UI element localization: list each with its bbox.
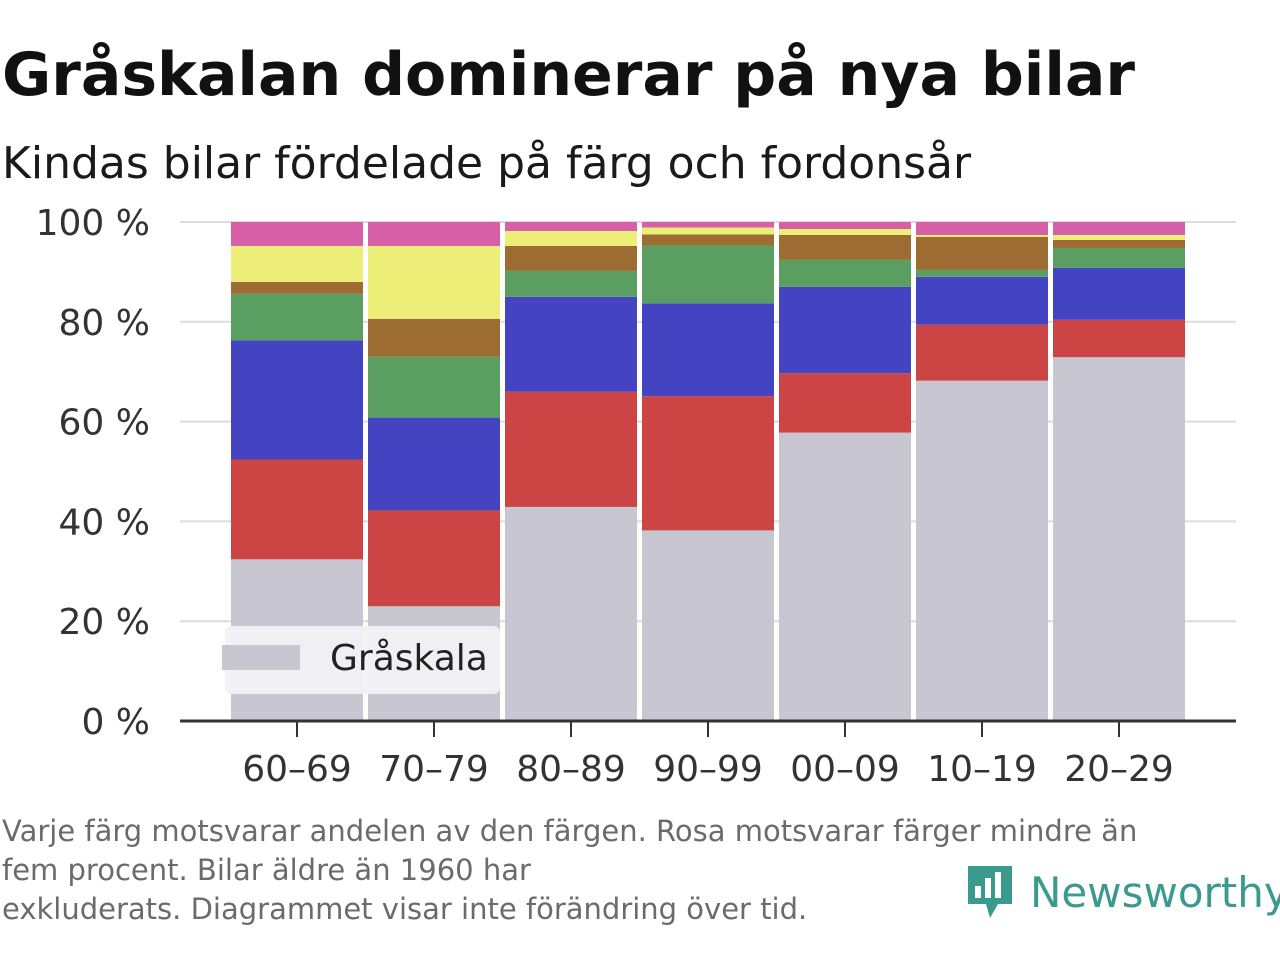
newsworthy-logo-icon	[968, 866, 1012, 918]
bar-segment	[779, 373, 911, 433]
bar-segment	[505, 296, 637, 392]
bar-segment	[505, 230, 637, 246]
bar-segment	[642, 227, 774, 235]
bar-segment	[505, 391, 637, 507]
bar-segment	[916, 276, 1048, 325]
footnote-line-1: Varje färg motsvarar andelen av den färg…	[2, 814, 1138, 848]
bar-segment	[231, 340, 363, 460]
bar-segment	[368, 417, 500, 511]
bar-segment	[779, 286, 911, 374]
bar-segment	[1053, 222, 1185, 235]
y-tick-label: 20 %	[59, 602, 150, 643]
x-tick-label: 70–79	[379, 749, 489, 790]
bar-segment	[779, 259, 911, 287]
bar-segment	[779, 228, 911, 235]
legend: Gråskala	[222, 626, 500, 694]
bar-segment	[642, 396, 774, 531]
bar-segment	[368, 318, 500, 357]
x-tick-label: 90–99	[653, 749, 763, 790]
bar-segment	[368, 510, 500, 607]
bar-segment	[231, 222, 363, 246]
bar-segment	[231, 281, 363, 294]
bar-segment	[1053, 234, 1185, 240]
x-tick-label: 20–29	[1064, 749, 1174, 790]
footnote-line-3: exkluderats. Diagrammet visar inte förän…	[2, 892, 808, 926]
chart-subtitle: Kindas bilar fördelade på färg och fordo…	[2, 138, 972, 189]
bar-segment	[642, 222, 774, 228]
bar-segment	[642, 303, 774, 397]
y-tick-label: 40 %	[59, 502, 150, 543]
bar-segment	[916, 324, 1048, 381]
bar-segment	[1053, 239, 1185, 248]
brand-name: Newsworthy	[1030, 867, 1280, 917]
bar-segment	[368, 245, 500, 319]
legend-swatch-graskala	[222, 645, 300, 670]
bar-segment	[916, 236, 1048, 270]
bar-segment	[1053, 319, 1185, 358]
bar-segment	[779, 234, 911, 260]
legend-box	[225, 626, 500, 694]
bar-segment	[779, 432, 911, 721]
bar-segment	[1053, 247, 1185, 268]
x-tick-label: 60–69	[242, 749, 352, 790]
bar-segment	[1053, 357, 1185, 721]
y-axis-tick-labels: 0 % 20 % 40 % 60 % 80 % 100 %	[36, 203, 150, 743]
chart-title: Gråskalan dominerar på nya bilar	[2, 40, 1135, 110]
bar-segment	[916, 269, 1048, 277]
bar-segment	[916, 234, 1048, 237]
bar-segment	[231, 245, 363, 282]
footnote: Varje färg motsvarar andelen av den färg…	[2, 812, 1252, 929]
footnote-line-2: fem procent. Bilar äldre än 1960 har	[2, 853, 531, 887]
bar-segment	[642, 245, 774, 304]
bar-segment	[505, 222, 637, 231]
stacked-bar-chart: 0 % 20 % 40 % 60 % 80 % 100 % 60–69 70–79 80–89…	[36, 203, 1236, 790]
y-tick-label: 80 %	[59, 303, 150, 344]
bar-segment	[368, 222, 500, 246]
bar-segment	[916, 222, 1048, 235]
y-tick-label: 100 %	[36, 203, 150, 244]
bar-segment	[642, 234, 774, 246]
bar-segment	[505, 506, 637, 721]
bar-segment	[505, 245, 637, 271]
bar-segment	[231, 459, 363, 560]
y-tick-label: 0 %	[81, 702, 150, 743]
bar-segment	[505, 270, 637, 297]
brand-logo: Newsworthy	[964, 862, 1280, 922]
bar-segment	[231, 293, 363, 341]
legend-label-graskala: Gråskala	[330, 638, 488, 679]
y-tick-label: 60 %	[59, 403, 150, 444]
bar-segment	[642, 530, 774, 721]
bar-segment	[779, 222, 911, 229]
bar-segment	[1053, 267, 1185, 320]
x-tick-label: 80–89	[516, 749, 626, 790]
bar-segment	[368, 356, 500, 418]
x-tick-label: 10–19	[927, 749, 1037, 790]
bar-segment	[916, 380, 1048, 721]
x-axis-ticks: 60–69 70–79 80–89 90–99 00–09 10–19 20–29	[242, 721, 1174, 790]
x-tick-label: 00–09	[790, 749, 900, 790]
